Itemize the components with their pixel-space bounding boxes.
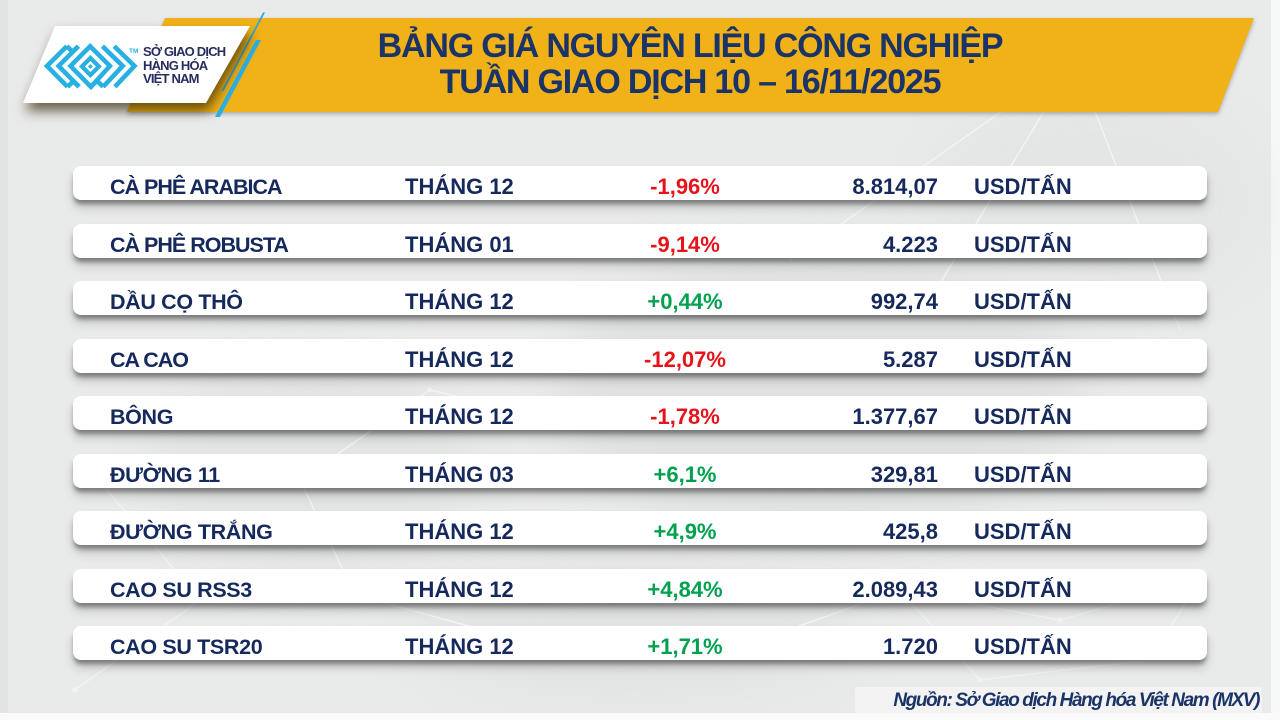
svg-text:TM: TM — [129, 48, 138, 55]
